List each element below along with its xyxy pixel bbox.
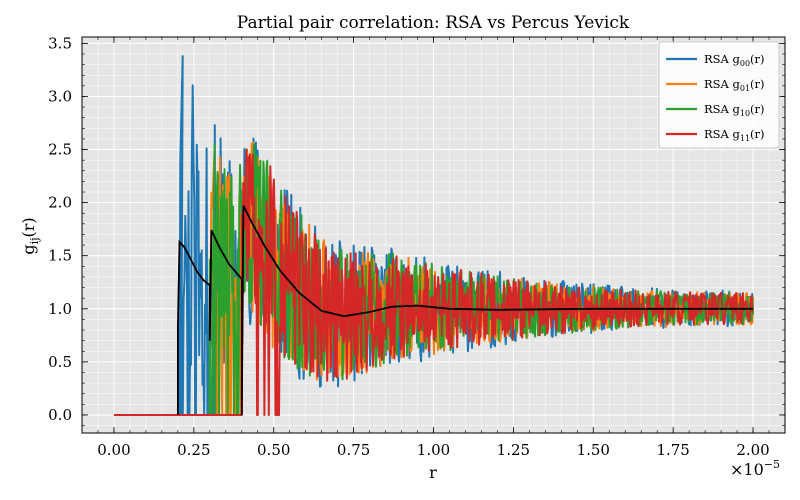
y-tick-label: 1.0 [48, 300, 72, 318]
y-axis-label-sub: ij [28, 237, 41, 244]
axis-ticks: 0.00 0.25 0.50 0.75 1.00 1.25 1.50 1.75 2.00 0.0 0… [48, 34, 785, 459]
x-tick-label: 1.50 [577, 441, 610, 459]
x-tick-label: 1.00 [417, 441, 450, 459]
y-axis-label-main: g [19, 244, 38, 254]
y-tick-label: 0.0 [48, 406, 72, 424]
legend: RSA g00(r) RSA g01(r) RSA g10(r) RSA g11(r) [658, 41, 780, 149]
y-tick-label: 0.5 [48, 353, 72, 371]
x-tick-label: 2.00 [736, 441, 769, 459]
y-axis-label: gij(r) [19, 217, 41, 254]
percus-yevick-layer [177, 205, 753, 416]
legend-label-g01: RSA g01(r) [704, 77, 765, 93]
x-offset-text: ×10−5 [730, 458, 780, 479]
y-tick-label: 3.5 [48, 34, 72, 52]
x-offset-base: ×10 [730, 460, 764, 479]
y-axis-label-tail: (r) [19, 217, 38, 237]
percus-yevick-line [177, 205, 753, 416]
x-tick-label: 1.25 [497, 441, 530, 459]
x-tick-label: 0.25 [177, 441, 210, 459]
x-tick-label: 0.75 [337, 441, 370, 459]
legend-label-g11: RSA g11(r) [704, 127, 765, 143]
y-tick-label: 2.5 [48, 141, 72, 159]
legend-box [658, 41, 780, 149]
x-tick-label: 0.50 [257, 441, 290, 459]
x-tick-label: 1.75 [656, 441, 689, 459]
x-offset-exponent: −5 [764, 458, 780, 471]
series-lines [114, 55, 754, 416]
series-line-rsa-g11 [114, 148, 754, 416]
y-tick-label: 2.0 [48, 194, 72, 212]
legend-entries: RSA g00(r) RSA g01(r) RSA g10(r) RSA g11(r) [666, 52, 765, 143]
y-tick-label: 1.5 [48, 247, 72, 265]
x-axis-label: r [429, 463, 437, 482]
legend-label-g10: RSA g10(r) [704, 102, 765, 118]
x-tick-label: 0.00 [97, 441, 130, 459]
y-tick-label: 3.0 [48, 87, 72, 105]
legend-label-g00: RSA g00(r) [704, 52, 765, 68]
chart-title: Partial pair correlation: RSA vs Percus … [237, 13, 630, 33]
